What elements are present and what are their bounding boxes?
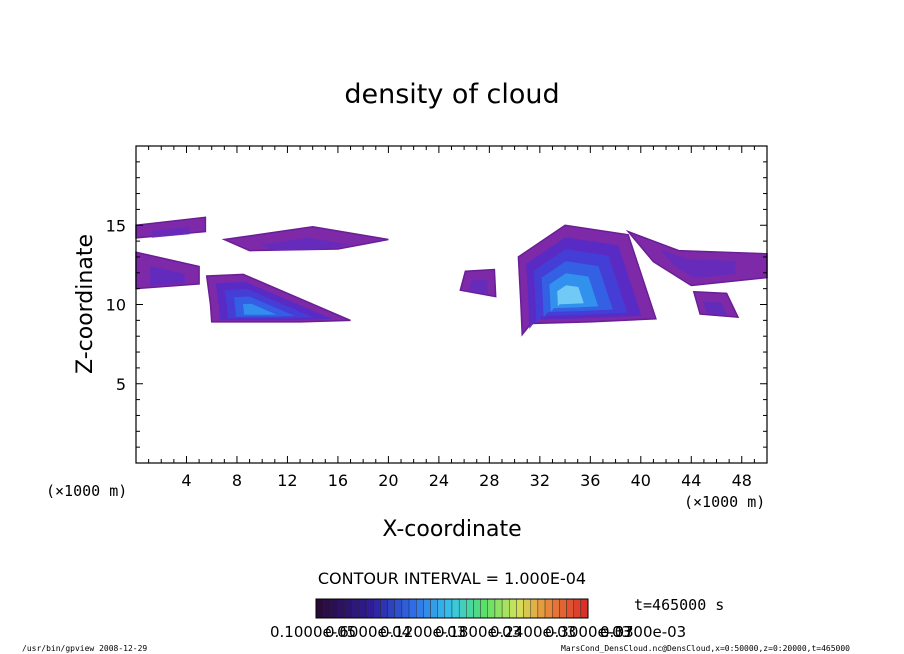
colorbar-swatch-19 (451, 598, 460, 619)
colorbar-swatch-36 (573, 598, 582, 619)
density-contour-small-mid-1 (468, 279, 489, 295)
x-tick-label-48: 48 (732, 471, 752, 490)
density-contour-right-high-1 (659, 248, 736, 279)
colorbar-tail: e-03 (600, 623, 634, 641)
colorbar-swatch-25 (494, 598, 503, 619)
colorbar-swatch-21 (466, 598, 474, 619)
colorbar-swatch-35 (566, 598, 574, 619)
colorbar-swatch-1 (322, 598, 331, 619)
colorbar-swatch-20 (458, 598, 467, 619)
colorbar-swatch-29 (523, 598, 531, 619)
colorbar-swatch-24 (487, 598, 496, 619)
x-tick-label-24: 24 (429, 471, 449, 490)
colorbar-swatch-0 (315, 598, 324, 619)
colorbar-label-1: 0.6000e-04 (325, 623, 411, 641)
colorbar-label-3: 0.1800e-03 (435, 623, 521, 641)
colorbar-swatch-10 (387, 598, 395, 619)
x-tick-label-28: 28 (479, 471, 499, 490)
colorbar-swatch-15 (423, 598, 431, 619)
colorbar-swatch-3 (337, 598, 345, 619)
density-contour-right-cell-5 (557, 285, 584, 307)
colorbar-swatch-33 (552, 598, 560, 619)
x-axis-unit: (×1000 m) (684, 493, 765, 511)
colorbar-swatch-32 (544, 598, 553, 619)
y-axis-label: Z-coordinate (73, 234, 98, 374)
density-contour-left-band-1 (150, 265, 185, 286)
colorbar-label-4: 0.2400e-03 (490, 623, 576, 641)
colorbar-swatch-17 (437, 598, 446, 619)
x-tick-label-4: 4 (181, 471, 191, 490)
y-tick-label-10: 10 (106, 296, 126, 315)
y-axis-unit: (×1000 m) (46, 482, 127, 500)
colorbar-swatch-6 (358, 598, 367, 619)
colorbar-swatch-4 (344, 598, 352, 619)
colorbar-label-0: 0.1000e-05 (270, 623, 356, 641)
colorbar-swatch-22 (473, 598, 481, 619)
colorbar-label-2: 0.1200e-03 (380, 623, 466, 641)
colorbar-swatch-7 (365, 598, 374, 619)
x-tick-label-16: 16 (328, 471, 348, 490)
x-tick-label-12: 12 (277, 471, 297, 490)
colorbar-swatch-37 (580, 598, 589, 619)
colorbar-swatch-18 (444, 598, 453, 619)
colorbar-swatch-16 (430, 598, 438, 619)
colorbar-swatch-5 (351, 598, 360, 619)
x-axis-label: X-coordinate (382, 517, 521, 542)
chart-title: density of cloud (344, 79, 559, 110)
colorbar-swatch-14 (416, 598, 424, 619)
x-tick-label-32: 32 (530, 471, 550, 490)
colorbar-swatch-28 (516, 598, 524, 619)
colorbar-frame (315, 598, 589, 619)
colorbar-swatch-9 (380, 598, 388, 619)
x-tick-label-20: 20 (378, 471, 398, 490)
density-contour-upper-left-1 (151, 226, 190, 238)
cloud-density-field (135, 216, 768, 337)
time-label: t=465000 s (634, 596, 724, 614)
colorbar-labels: 0.1000e-050.6000e-040.1200e-030.1800e-03… (270, 623, 686, 641)
y-tick-label-5: 5 (116, 375, 126, 394)
colorbar-swatch-11 (394, 598, 403, 619)
density-contour-small-right-1 (703, 301, 728, 316)
colorbar-swatch-27 (509, 598, 517, 619)
y-tick-label-15: 15 (106, 216, 126, 235)
colorbar-swatch-13 (408, 598, 417, 619)
colorbar-label-5: 0.3000e-03 (545, 623, 631, 641)
colorbar-swatch-30 (530, 598, 539, 619)
colorbar-swatch-31 (537, 598, 546, 619)
colorbar-swatch-2 (330, 598, 338, 619)
colorbar-swatch-26 (501, 598, 510, 619)
colorbar-swatch-8 (373, 598, 381, 619)
density-contour-left-cell-4 (242, 303, 277, 315)
colorbar-swatch-23 (480, 598, 488, 619)
footer-right: MarsCond_DensCloud.nc@DensCloud,x=0:5000… (561, 644, 850, 653)
density-contour-mid-high-1 (259, 237, 350, 251)
x-tick-label-36: 36 (580, 471, 600, 490)
contour-interval: CONTOUR INTERVAL = 1.000E-04 (318, 569, 586, 588)
colorbar-label-6: 0.3700e-03 (600, 623, 686, 641)
colorbar-swatch-12 (401, 598, 410, 619)
x-tick-label-8: 8 (232, 471, 242, 490)
x-tick-label-44: 44 (681, 471, 701, 490)
x-tick-label-40: 40 (631, 471, 651, 490)
colorbar-swatch-34 (559, 598, 567, 619)
colorbar (315, 598, 589, 619)
footer-left: /usr/bin/gpview 2008-12-29 (22, 644, 147, 653)
